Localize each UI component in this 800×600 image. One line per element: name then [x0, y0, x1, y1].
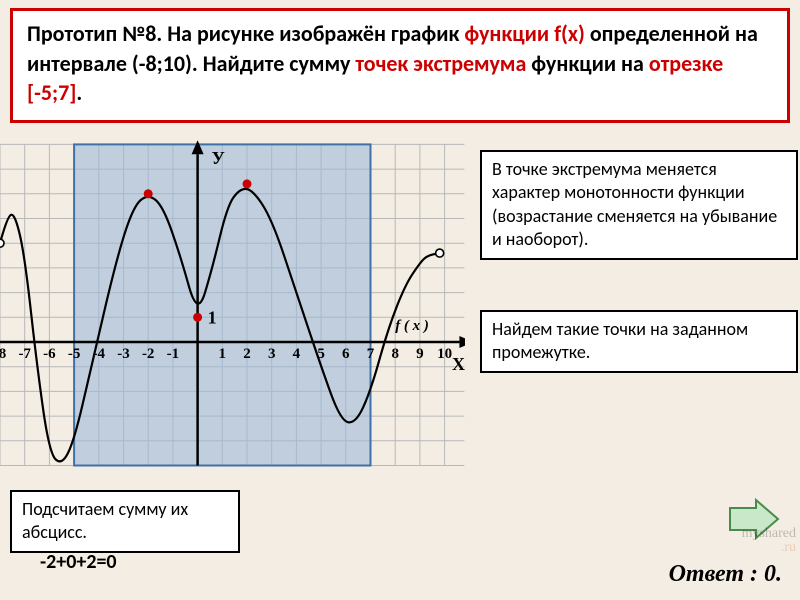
- info-find-points: Найдем такие точки на заданном промежутк…: [480, 310, 798, 373]
- svg-text:-2: -2: [142, 346, 155, 362]
- watermark: myshared .ru: [742, 527, 796, 556]
- problem-p3: функции на: [526, 50, 649, 77]
- problem-p4: .: [76, 79, 82, 106]
- svg-text:9: 9: [416, 346, 424, 362]
- svg-text:7: 7: [367, 346, 375, 362]
- svg-text:4: 4: [293, 346, 301, 362]
- svg-text:Х: Х: [452, 354, 465, 374]
- watermark-line2: .ru: [781, 540, 796, 555]
- problem-box: Прототип №8. На рисунке изображён график…: [10, 8, 790, 123]
- svg-text:6: 6: [342, 346, 350, 362]
- svg-text:-7: -7: [18, 346, 31, 362]
- svg-text:f ( x ): f ( x ): [395, 318, 429, 334]
- svg-text:-8: -8: [0, 346, 6, 362]
- problem-red1: функции f(x): [464, 20, 585, 47]
- svg-text:-1: -1: [167, 346, 180, 362]
- svg-text:3: 3: [268, 346, 276, 362]
- chart-svg: -8-7-6-5-4-3-2-112345678910УХ1f ( x ): [0, 140, 465, 470]
- watermark-line1: myshared: [742, 526, 796, 541]
- problem-prefix: Прототип №8.: [27, 20, 167, 47]
- info-extremum-definition: В точке экстремума меняется характер мон…: [480, 150, 798, 260]
- svg-text:-6: -6: [43, 346, 56, 362]
- svg-text:1: 1: [219, 346, 227, 362]
- chart-area: -8-7-6-5-4-3-2-112345678910УХ1f ( x ): [0, 140, 465, 470]
- calculation: -2+0+2=0: [40, 550, 117, 574]
- svg-text:1: 1: [208, 307, 217, 327]
- svg-text:-5: -5: [68, 346, 81, 362]
- svg-text:10: 10: [437, 346, 452, 362]
- svg-text:8: 8: [391, 346, 399, 362]
- svg-text:2: 2: [243, 346, 251, 362]
- svg-text:У: У: [212, 148, 225, 168]
- problem-red2: точек экстремума: [355, 50, 526, 77]
- answer: Ответ : 0.: [669, 561, 782, 588]
- sum-label-box: Подсчитаем сумму их абсцисс.: [10, 490, 240, 553]
- svg-text:-3: -3: [117, 346, 130, 362]
- problem-p1: На рисунке изображён график: [167, 20, 464, 47]
